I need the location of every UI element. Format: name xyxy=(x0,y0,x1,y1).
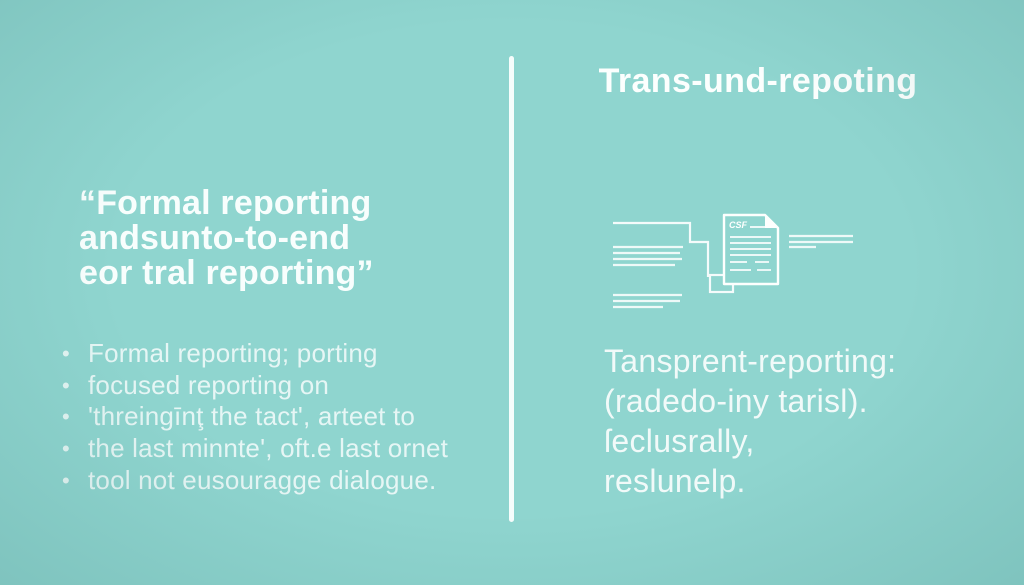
text-lines-bottom-group xyxy=(613,293,682,309)
document-report-illustration: CSF xyxy=(600,210,860,320)
bullet-text: the last minnte', oft.e last ornet xyxy=(88,433,449,464)
document-icon: CSF xyxy=(722,213,780,286)
connector-line xyxy=(613,221,710,277)
bullet-dot-icon: • xyxy=(62,404,70,430)
document-text-lines xyxy=(730,226,771,271)
bullet-dot-icon: • xyxy=(62,372,70,398)
list-item: • 'threingīnţ the tact', arteet to xyxy=(62,401,448,433)
description-line: ſeclusrally, xyxy=(604,423,755,459)
description-line: reslunelp. xyxy=(604,463,746,499)
bullet-dot-icon: • xyxy=(62,341,70,366)
quote-line: andsunto-to-end xyxy=(79,219,351,257)
bullet-text: 'threingīnţ the tact', arteet to xyxy=(88,401,416,432)
list-item: • focused reporting on xyxy=(62,370,448,402)
bullet-list: • Formal reporting; porting • focused repo… xyxy=(62,338,448,497)
list-item: • Formal reporting; porting xyxy=(62,338,448,370)
page-title: Trans-und-repoting xyxy=(598,62,918,100)
right-description-block: Tansprent-reporting: (radedo-iny tarisl)… xyxy=(604,341,896,501)
list-item: • tool not eusouragge dialogue. xyxy=(62,465,448,497)
bullet-dot-icon: • xyxy=(62,436,70,462)
quote-block: “Formal reporting andsunto-to-end eor tr… xyxy=(79,186,374,291)
document-label: CSF xyxy=(729,220,748,230)
bullet-text: tool not eusouragge dialogue. xyxy=(88,464,437,495)
bullet-text: focused reporting on xyxy=(88,369,330,400)
bullet-text: Formal reporting; porting xyxy=(88,338,378,368)
description-line: Tansprent-reporting: xyxy=(604,343,897,379)
description-line: (radedo-iny tarisl). xyxy=(604,383,868,419)
vertical-divider xyxy=(509,56,514,522)
bullet-dot-icon: • xyxy=(62,467,70,493)
quote-line: eor tral reporting” xyxy=(79,254,374,292)
quote-line: “Formal reporting xyxy=(79,184,372,222)
list-item: • the last minnte', oft.e last ornet xyxy=(62,433,448,465)
text-lines-right-group xyxy=(789,234,853,249)
text-lines-left-group xyxy=(613,245,683,267)
